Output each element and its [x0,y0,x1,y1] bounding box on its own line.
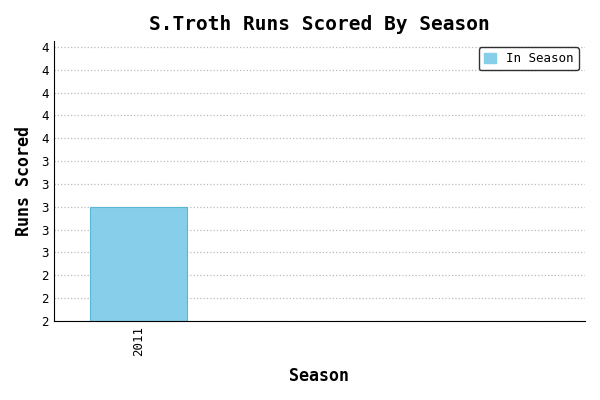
Title: S.Troth Runs Scored By Season: S.Troth Runs Scored By Season [149,15,490,34]
X-axis label: Season: Season [289,367,349,385]
Legend: In Season: In Season [479,47,579,70]
Bar [90,207,187,400]
Y-axis label: Runs Scored: Runs Scored [15,126,33,236]
